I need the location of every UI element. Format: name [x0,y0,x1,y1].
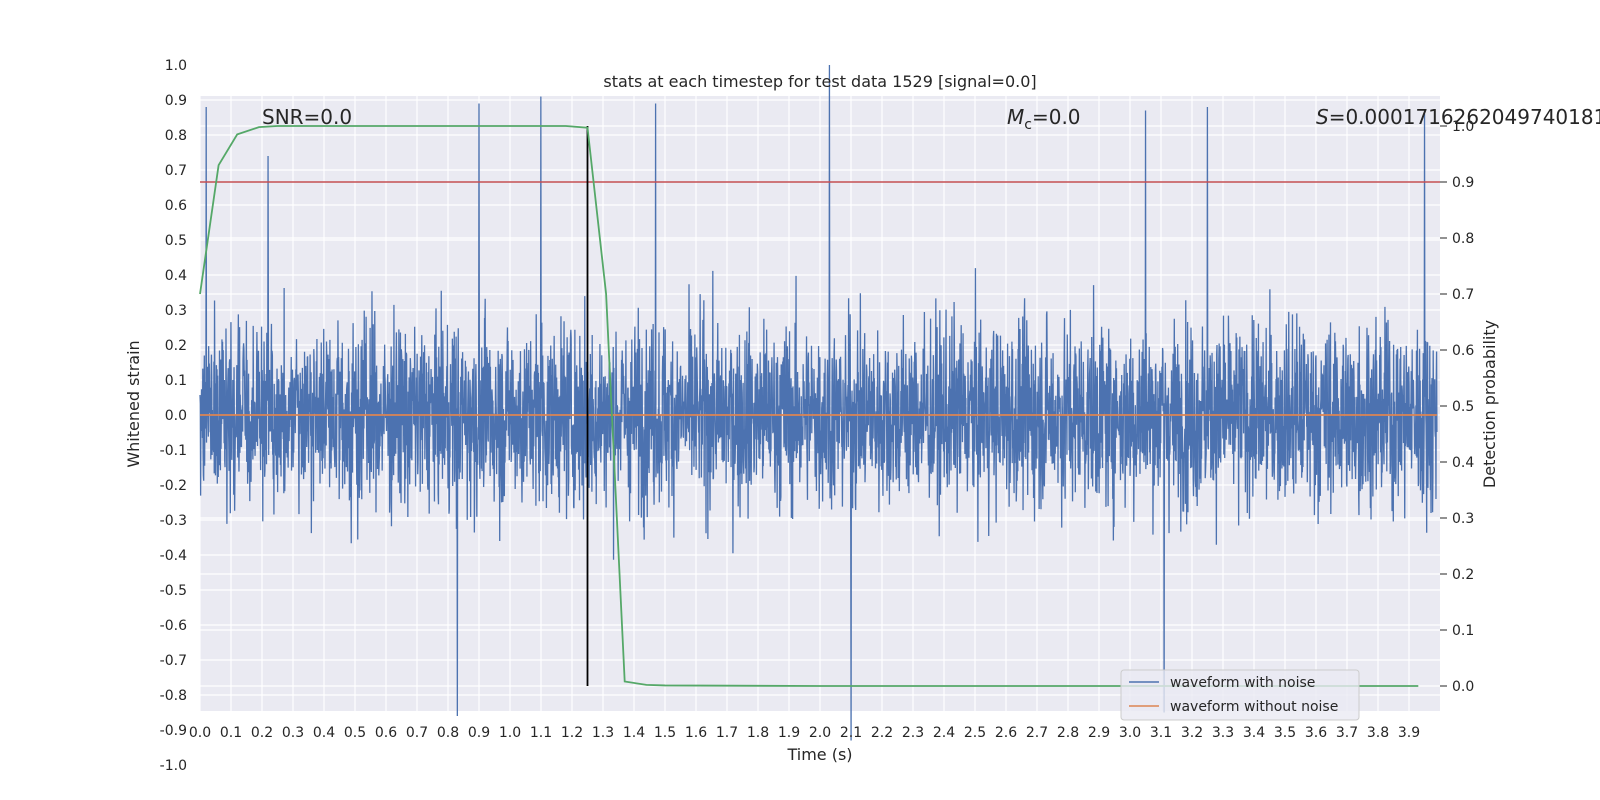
x-tick-label: 2.9 [1088,725,1110,741]
y-tick-label: 0.0 [165,408,187,424]
x-tick-label: 1.8 [747,725,769,741]
mc-subscript: c [1024,117,1032,133]
legend-label-clean: waveform without noise [1170,699,1338,715]
detection-probability-line [199,125,1419,687]
x-tick-label: 1.4 [623,725,645,741]
y-tick-label: -0.5 [160,583,187,599]
x-tick-label: 3.1 [1150,725,1172,741]
x-tick-label: 1.7 [716,725,738,741]
x-tick-label: 3.7 [1336,725,1358,741]
x-tick-label: 0.3 [282,725,304,741]
x-tick-label: 2.7 [1026,725,1048,741]
y-tick-label: -0.9 [160,723,187,739]
x-tick-label: 3.2 [1181,725,1203,741]
x-tick-label: 2.3 [902,725,924,741]
x-tick-label: 1.5 [654,725,676,741]
x-tick-label: 2.1 [840,725,862,741]
y2-tick-labels: 1.0 0.9 0.8 0.7 0.6 0.5 0.4 0.3 0.2 0.1 0.0 [1440,119,1474,695]
x-tick-label: 1.3 [592,725,614,741]
snr-annotation: SNR=0.0 [262,105,352,129]
x-tick-label: 0.8 [437,725,459,741]
x-tick-label: 1.0 [499,725,521,741]
y-tick-label: 0.9 [165,93,187,109]
x-tick-label: 3.9 [1398,725,1420,741]
series-lines [199,125,1440,687]
s-annotation: S=0.00017162620497401810 [1316,105,1600,129]
y-axis-label: Whitened strain [124,340,143,467]
y2-tick-label: 0.8 [1452,231,1474,247]
x-tick-label: 1.6 [685,725,707,741]
x-tick-label: 0.2 [251,725,273,741]
y-tick-label: 0.3 [165,303,187,319]
y-tick-label: 1.0 [165,58,187,74]
y-tick-label: -1.0 [160,758,187,774]
mc-annotation: Mc=0.0 [1007,105,1081,133]
y-tick-label: -0.7 [160,653,187,669]
s-value: =0.00017162620497401810 [1329,105,1600,129]
y-tick-label: -0.8 [160,688,187,704]
y-tick-label: -0.6 [160,618,187,634]
x-tick-label: 0.1 [220,725,242,741]
x-tick-label: 3.3 [1212,725,1234,741]
y2-tick-label: 0.5 [1452,399,1474,415]
x-tick-label: 1.2 [561,725,583,741]
x-tick-label: 2.4 [933,725,955,741]
mc-value: =0.0 [1032,105,1081,129]
y2-tick-label: 0.1 [1452,623,1474,639]
x-tick-label: 3.0 [1119,725,1141,741]
waveform-with-noise-line [199,64,1438,741]
legend: waveform with noise waveform without noi… [1120,669,1360,721]
y-tick-label: -0.2 [160,478,187,494]
y-tick-label: -0.3 [160,513,187,529]
y2-tick-label: 1.0 [1452,119,1474,135]
y-tick-label: 0.1 [165,373,187,389]
x-tick-label: 2.0 [809,725,831,741]
y2-tick-label: 0.3 [1452,511,1474,527]
x-tick-label: 0.0 [189,725,211,741]
x-tick-label: 1.1 [530,725,552,741]
series-waveform-with-noise [199,64,1438,741]
x-axis-label: Time (s) [786,745,852,764]
legend-label-noise: waveform with noise [1170,675,1315,691]
y-tick-labels: 1.0 0.9 0.8 0.7 0.6 0.5 0.4 0.3 0.2 0.1 0.0 -0.1 -0.… [160,58,187,774]
x-tick-label: 3.6 [1305,725,1327,741]
y2-tick-label: 0.0 [1452,679,1474,695]
y-tick-label: 0.6 [165,198,187,214]
x-tick-label: 0.6 [375,725,397,741]
y2-tick-label: 0.9 [1452,175,1474,191]
x-tick-label: 1.9 [778,725,800,741]
x-tick-label: 3.5 [1274,725,1296,741]
x-tick-label: 2.5 [964,725,986,741]
y-tick-label: 0.7 [165,163,187,179]
x-tick-label: 2.6 [995,725,1017,741]
x-tick-label: 3.4 [1243,725,1265,741]
x-tick-labels: 0.0 0.1 0.2 0.3 0.4 0.5 0.6 0.7 0.8 0.9 1.0 1.1 1.2 1… [189,725,1420,741]
y2-tick-label: 0.6 [1452,343,1474,359]
y-tick-label: 0.4 [165,268,187,284]
x-tick-label: 0.5 [344,725,366,741]
s-symbol: S [1316,105,1329,129]
y2-tick-label: 0.2 [1452,567,1474,583]
x-tick-label: 3.8 [1367,725,1389,741]
x-tick-label: 0.9 [468,725,490,741]
y2-tick-label: 0.4 [1452,455,1474,471]
y-tick-label: 0.8 [165,128,187,144]
x-tick-label: 0.4 [313,725,335,741]
chart-title: stats at each timestep for test data 152… [603,72,1036,91]
y-tick-label: 0.5 [165,233,187,249]
legend-box [1120,669,1360,721]
x-tick-label: 2.2 [871,725,893,741]
y-tick-label: -0.4 [160,548,187,564]
x-tick-label: 0.7 [406,725,428,741]
y2-axis-label: Detection probability [1480,320,1499,488]
y-tick-label: -0.1 [160,443,187,459]
mc-symbol: M [1007,105,1024,129]
y2-tick-label: 0.7 [1452,287,1474,303]
x-tick-label: 2.8 [1057,725,1079,741]
y-tick-label: 0.2 [165,338,187,354]
